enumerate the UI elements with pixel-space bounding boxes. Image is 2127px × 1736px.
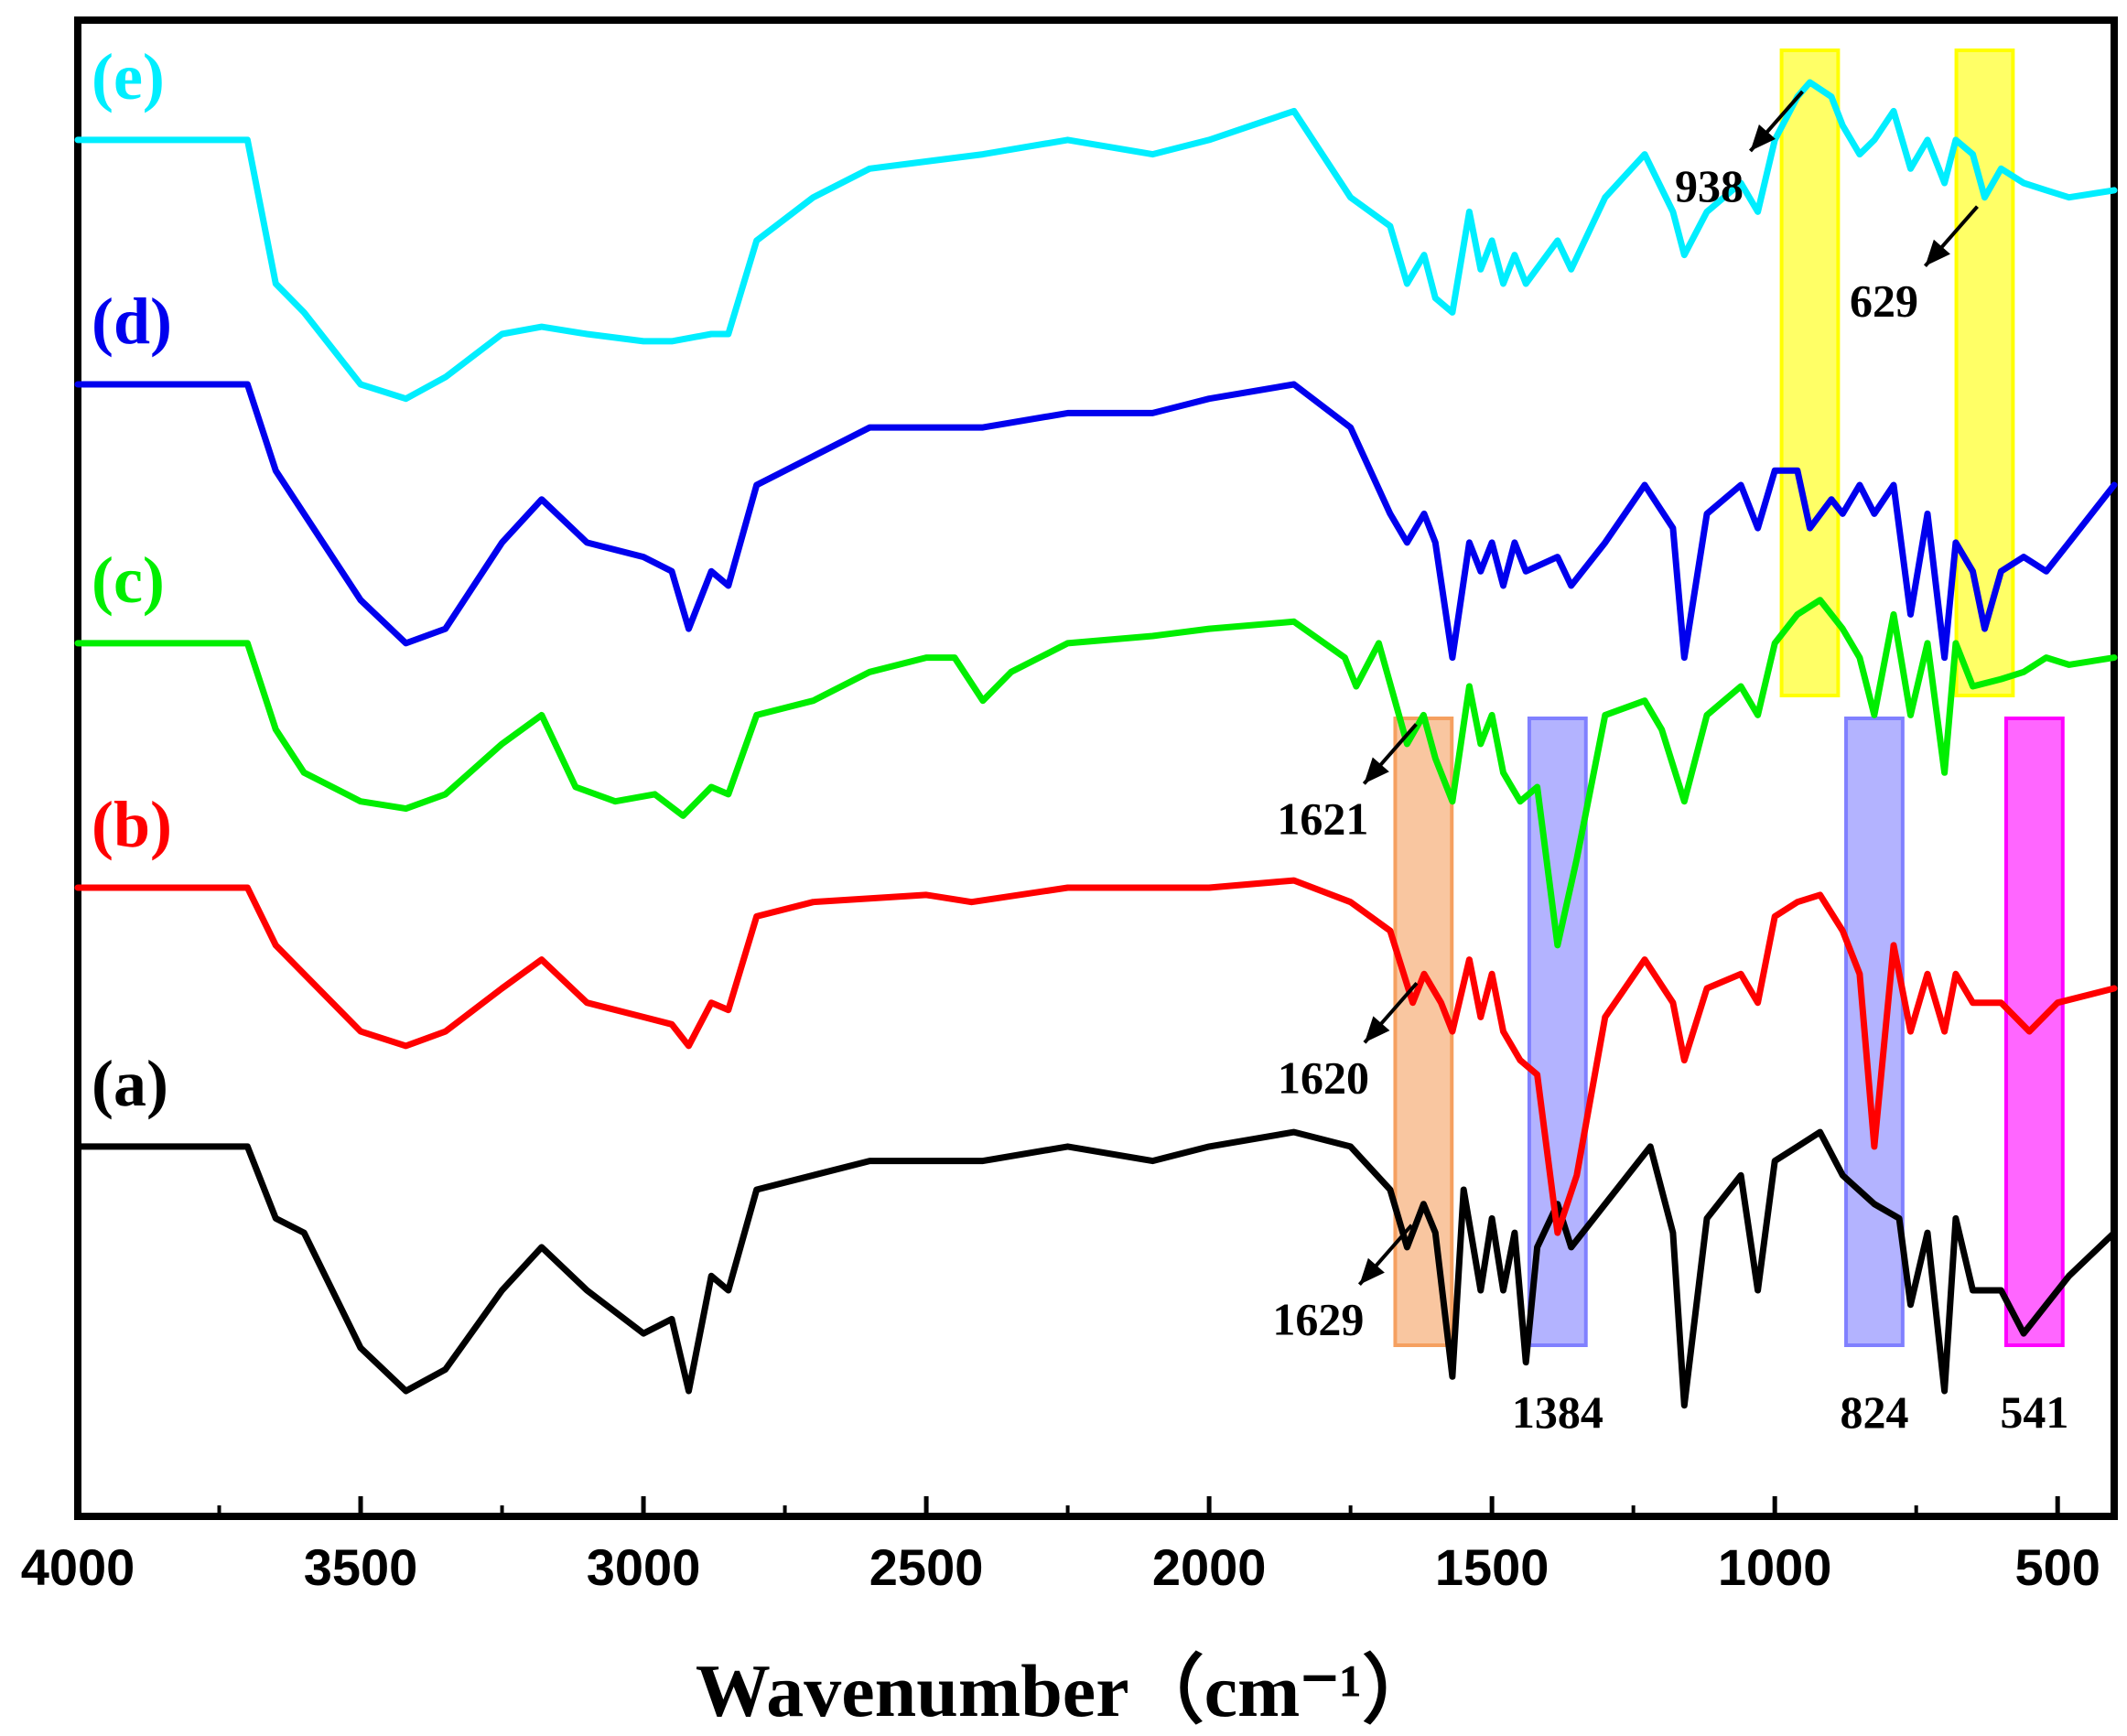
series-label: (a)	[92, 1047, 168, 1120]
peak-label: 541	[2000, 1386, 2068, 1438]
series-line	[74, 79, 2118, 403]
peak-label: 1629	[1272, 1294, 1364, 1345]
x-tick-label: 1500	[1435, 1538, 1549, 1596]
x-tick-label: 4000	[21, 1538, 135, 1596]
annotation-arrowhead	[1750, 124, 1776, 151]
highlight-band	[1954, 49, 2015, 697]
x-axis-label: Wavenumber（cm⁻¹）	[696, 1649, 1437, 1732]
peak-label: 1621	[1277, 793, 1368, 844]
series-line	[74, 877, 2118, 1236]
series-label: (d)	[92, 285, 172, 358]
annotation-arrowhead	[1925, 239, 1950, 266]
peak-label: 1384	[1512, 1386, 1603, 1438]
highlight-band	[1393, 717, 1454, 1347]
series-line	[74, 597, 2118, 949]
peak-label: 1620	[1278, 1051, 1369, 1103]
x-tick-label: 3000	[587, 1538, 701, 1596]
series-label: (b)	[92, 788, 172, 861]
peak-label: 938	[1675, 160, 1744, 211]
series-labels: (a) (b) (c) (d) (e)	[92, 40, 172, 1120]
x-tick-label: 2500	[869, 1538, 984, 1596]
annotation-arrowhead	[1364, 757, 1389, 784]
highlight-band	[1844, 717, 1905, 1347]
x-tick-label: 2000	[1152, 1538, 1267, 1596]
series-label: (e)	[92, 40, 165, 113]
highlight-band	[1779, 49, 1841, 697]
peak-annotations: 1629 1620 1621 1384 824 541 938 629	[1272, 90, 2068, 1438]
spectra-series	[74, 79, 2118, 1409]
x-tick-label: 1000	[1718, 1538, 1832, 1596]
x-axis: 4000 3500 3000 2500 2000 1500 1000 500	[21, 1496, 2100, 1596]
x-tick-label: 500	[2014, 1538, 2100, 1596]
peak-label: 824	[1840, 1386, 1908, 1438]
series-label: (c)	[92, 544, 165, 617]
x-tick-label: 3500	[304, 1538, 418, 1596]
series-line	[74, 381, 2118, 662]
series-line	[74, 1128, 2118, 1409]
peak-label: 629	[1850, 275, 1918, 327]
highlight-band	[2003, 717, 2065, 1347]
annotation-arrowhead	[1359, 1257, 1385, 1285]
annotation-arrowhead	[1364, 1016, 1390, 1043]
plot-frame	[74, 16, 2118, 1520]
